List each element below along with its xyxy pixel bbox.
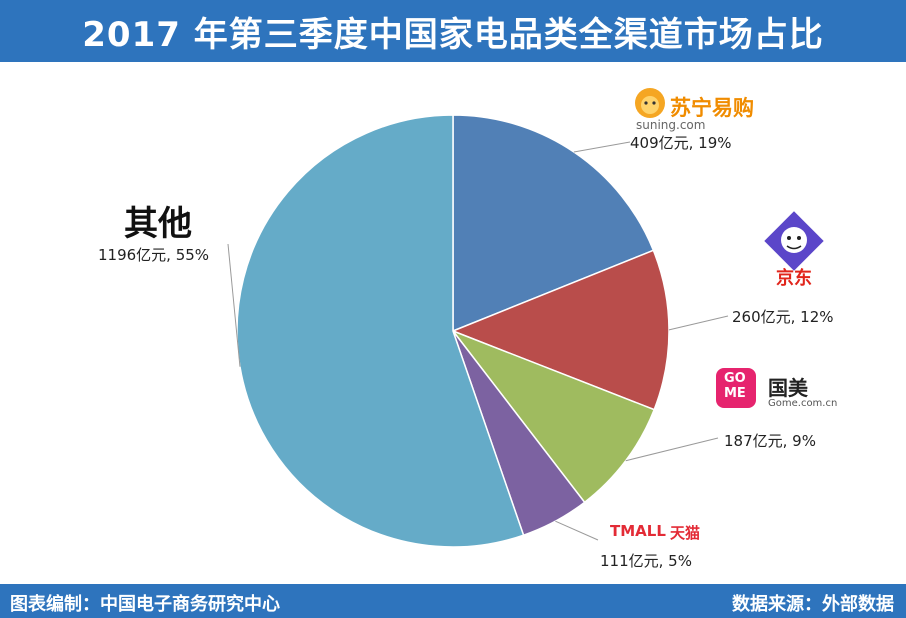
tmall-brand-cn: 天猫 (670, 524, 701, 542)
suning-logo-icon (635, 88, 665, 118)
leader-line (668, 315, 729, 331)
gome-badge-bottom: ME (724, 386, 746, 401)
label-suning: 409亿元, 19% (630, 134, 732, 152)
suning-brand-name: 苏宁易购 (670, 96, 754, 120)
footer-bar: 图表编制：中国电子商务研究中心 数据来源：外部数据 (0, 584, 906, 618)
leader-line (625, 437, 719, 462)
label-jd: 260亿元, 12% (732, 308, 834, 326)
label-gome: 187亿元, 9% (724, 432, 816, 450)
footer-source: 数据来源：外部数据 (732, 594, 894, 615)
pie-chart (227, 88, 824, 548)
label-tmall: 111亿元, 5% (600, 552, 692, 570)
slice-suning (452, 114, 655, 333)
suning-brand-url: suning.com (636, 118, 706, 132)
other-brand-name: 其他 (124, 204, 192, 244)
gome-brand-name: 国美 (768, 376, 808, 400)
slice-gome (450, 329, 656, 504)
gome-brand-url: Gome.com.cn (768, 398, 838, 409)
footer-compiler: 图表编制：中国电子商务研究中心 (10, 594, 280, 615)
label-other: 1196亿元, 55% (98, 246, 210, 264)
slice-jd (450, 249, 670, 411)
leader-line (573, 141, 631, 153)
jd-logo-icon (764, 211, 824, 271)
page-title: 2017 年第三季度中国家电品类全渠道市场占比 (0, 0, 906, 62)
jd-brand-name: 京东 (776, 268, 812, 289)
tmall-brand-en: TMALL (610, 522, 666, 540)
leader-line (227, 243, 241, 367)
gome-logo-icon (716, 368, 756, 408)
gome-badge-top: GO (724, 371, 746, 386)
leader-line (555, 520, 599, 541)
